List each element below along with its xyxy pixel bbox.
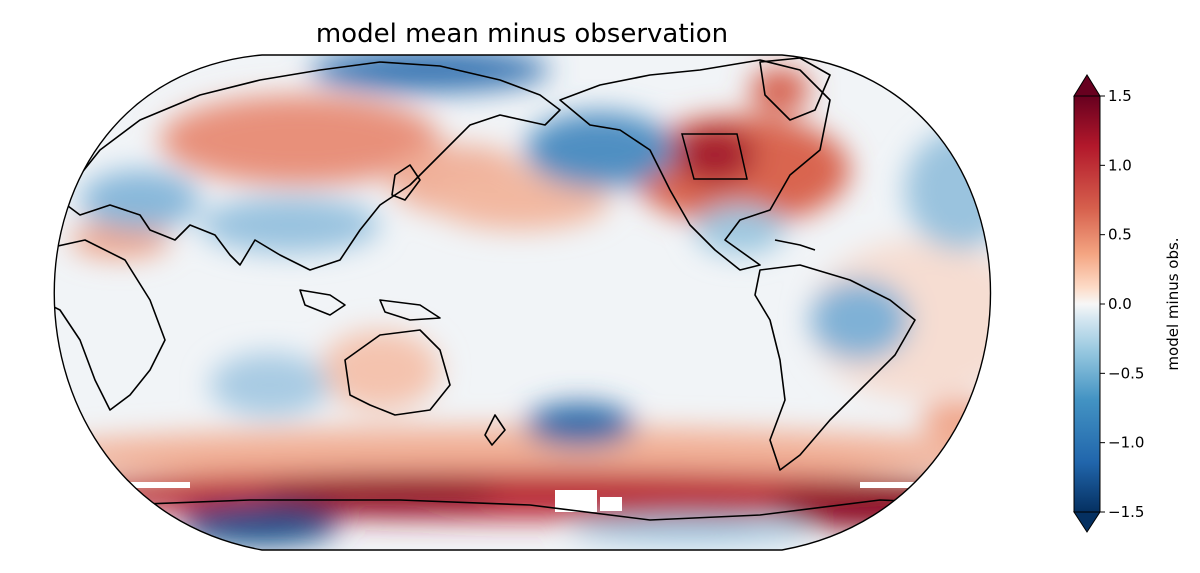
anomaly-patch [320,330,440,410]
coastline [379,299,441,321]
globe-outline [53,54,992,551]
colorbar-tick-label: −1.0 [1108,434,1144,452]
anomaly-patch [675,127,755,183]
coastline [299,289,346,316]
colorbar-body [1073,95,1101,513]
anomaly-patch [525,112,675,188]
anomaly-patch [210,353,330,417]
anomaly-patch [310,55,550,92]
coastline [119,499,991,521]
anomaly-patch [525,403,635,447]
coastline [759,57,831,121]
anomaly-patch [810,280,910,360]
colorbar-label: model minus obs. [1164,237,1182,370]
colorbar-ticks: 1.5 1.0 0.5 0.0 −0.5 −1.0 −1.5 [1100,87,1144,521]
highlight-box [681,133,748,180]
colorbar-extend-bottom [1073,511,1101,533]
coastline [774,239,816,251]
coastline [484,414,506,446]
anomaly-patch [810,240,991,400]
colorbar-tick-label: 1.0 [1108,156,1132,174]
colorbar-tick-label: 1.5 [1108,87,1132,105]
anomaly-patch [200,197,380,253]
colorbar-tick-label: −1.5 [1108,503,1144,521]
coastlines [54,57,991,521]
anomaly-patch [695,205,785,255]
anomaly-patch [80,170,200,230]
anomaly-field [54,55,991,550]
coastline [754,264,916,471]
anomaly-patch [570,516,810,544]
anomaly-patch [260,477,500,513]
coastline [344,329,451,416]
anomaly-patch [430,170,610,230]
colorbar: 1.5 1.0 0.5 0.0 −0.5 −1.0 −1.5 model minus obs… [1073,74,1182,533]
map-title: model mean minus observation [316,19,728,49]
coastline [59,61,561,271]
colorbar-extend-top [1073,74,1101,97]
anomaly-patch [905,130,991,250]
coastline [391,164,421,201]
colorbar-tick-label: −0.5 [1108,364,1144,382]
anomaly-patch [160,95,440,185]
anomaly-patch [70,222,170,258]
coastline [559,59,831,271]
colorbar-tick-label: 0.5 [1108,226,1132,244]
anomaly-patch [180,505,340,545]
anomaly-patch [750,68,810,112]
colorbar-tick-label: 0.0 [1108,295,1132,313]
coastline [54,239,166,411]
